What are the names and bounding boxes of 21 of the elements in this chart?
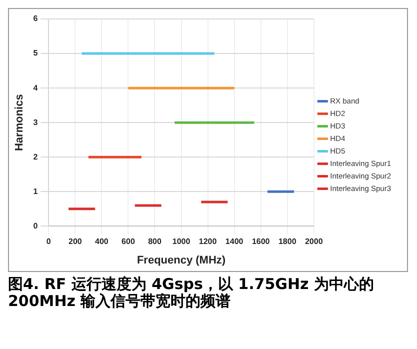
y-tick-label: 2	[33, 152, 38, 162]
y-tick-label: 6	[33, 14, 38, 24]
x-tick-label: 2000	[304, 237, 324, 246]
x-tick-label: 1800	[278, 237, 297, 246]
y-tick-label: 4	[33, 83, 38, 92]
x-tick-label: 1600	[252, 237, 270, 246]
x-tick-label: 600	[122, 237, 136, 246]
y-tick-label: 5	[33, 48, 38, 58]
y-axis-title: Harmonics	[14, 94, 26, 152]
y-tick-label: 3	[33, 118, 38, 127]
x-tick-label: 200	[68, 237, 82, 246]
x-tick-label: 1200	[198, 237, 218, 246]
y-tick-label: 0	[33, 221, 38, 230]
x-tick-label: 0	[46, 237, 52, 246]
x-tick-label: 1400	[225, 237, 244, 246]
x-tick-label: 1000	[172, 237, 191, 246]
x-tick-label: 800	[148, 237, 162, 246]
x-tick-label: 400	[95, 237, 109, 246]
text: 图4. RF 运行速度为 4Gsps，以 1.75GHz 为中心的 200MHz 输入信号带宽时的频谱	[8, 275, 375, 310]
y-tick-label: 1	[33, 186, 38, 196]
x-axis-title: Frequency (MHz)	[136, 254, 226, 266]
